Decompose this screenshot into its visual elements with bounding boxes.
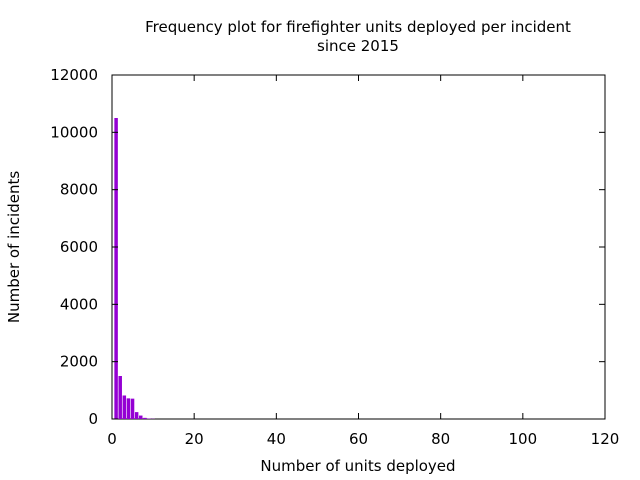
x-axis-ticks: 0 20 40 60 80 100 120 [107, 75, 619, 448]
bar-4 [126, 398, 131, 419]
x-tick-label: 20 [185, 430, 204, 448]
bar-2 [118, 376, 122, 419]
x-tick-label: 60 [349, 430, 368, 448]
x-axis-title: Number of units deployed [260, 457, 455, 475]
chart-title-line-2: since 2015 [317, 37, 399, 55]
bar-8 [143, 417, 147, 419]
x-tick-label: 80 [431, 430, 450, 448]
y-tick-label: 12000 [50, 66, 98, 84]
plot-frame [111, 74, 606, 420]
bar-1 [114, 118, 118, 419]
bar-3 [122, 395, 127, 419]
chart-title: Frequency plot for firefighter units dep… [145, 18, 571, 55]
bar-7 [139, 415, 143, 419]
y-tick-label: 4000 [60, 295, 98, 313]
y-tick-label: 0 [88, 410, 98, 428]
bar-6 [134, 412, 139, 419]
bars [114, 118, 155, 419]
chart-title-line-1: Frequency plot for firefighter units dep… [145, 18, 571, 36]
y-tick-label: 2000 [60, 353, 98, 371]
x-tick-label: 120 [591, 430, 620, 448]
bar-5 [130, 398, 135, 419]
y-tick-label: 6000 [60, 238, 98, 256]
y-tick-label: 8000 [60, 181, 98, 199]
y-axis-ticks: 0 2000 4000 6000 8000 10000 12000 [50, 66, 605, 428]
x-tick-label: 0 [107, 430, 117, 448]
y-tick-label: 10000 [50, 123, 98, 141]
y-axis-title: Number of incidents [5, 171, 23, 323]
x-tick-label: 40 [267, 430, 286, 448]
x-tick-label: 100 [509, 430, 538, 448]
